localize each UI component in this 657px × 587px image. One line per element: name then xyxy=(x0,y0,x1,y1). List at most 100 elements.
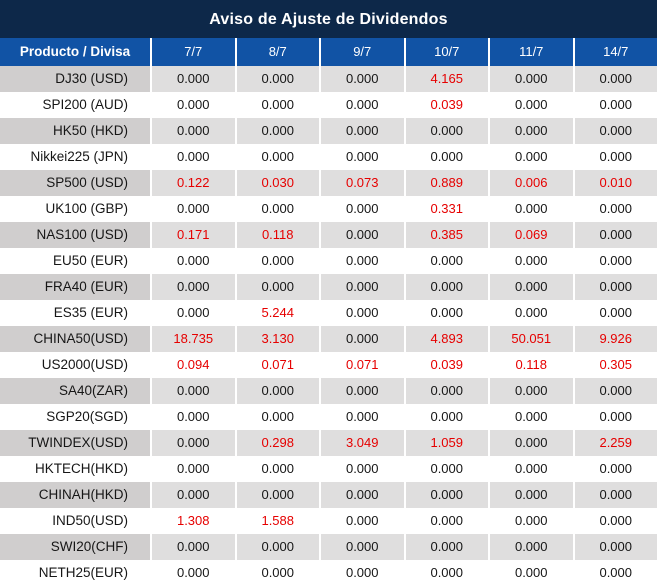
product-cell: Nikkei225 (JPN) xyxy=(30,149,128,164)
value-cell: 0.000 xyxy=(403,482,488,508)
product-cell: CHINA50(USD) xyxy=(0,326,150,352)
table-header-row: Producto / Divisa 7/7 8/7 9/7 10/7 11/7 … xyxy=(0,38,657,66)
value-cell: 0.000 xyxy=(572,456,657,482)
product-cell: US2000(USD) xyxy=(41,357,128,372)
product-cell: NAS100 (USD) xyxy=(0,222,150,248)
value-cell: 0.000 xyxy=(403,378,488,404)
value-cell: 0.006 xyxy=(488,170,573,196)
value-cell: 0.000 xyxy=(150,430,235,456)
value-cell: 0.000 xyxy=(488,300,573,326)
value-cell: 0.000 xyxy=(234,92,320,118)
value-cell: 0.000 xyxy=(572,222,657,248)
value-cell: 0.010 xyxy=(572,170,657,196)
value-cell: 0.000 xyxy=(572,560,657,586)
table-row: ES35 (EUR) 0.000 5.244 0.000 0.000 0.000 0.000 xyxy=(0,300,657,326)
product-cell: NETH25(EUR) xyxy=(38,565,128,580)
value-cell: 0.000 xyxy=(488,144,573,170)
product-cell: HKTECH(HKD) xyxy=(35,461,128,476)
table-row: NAS100 (USD) 0.171 0.118 0.000 0.385 0.069 0.0… xyxy=(0,222,657,248)
value-cell: 0.000 xyxy=(572,534,657,560)
value-cell: 0.000 xyxy=(319,378,404,404)
product-cell: ES35 (EUR) xyxy=(53,305,128,320)
value-cell: 0.385 xyxy=(403,222,488,248)
value-cell: 0.000 xyxy=(488,196,573,222)
product-cell: UK100 (GBP) xyxy=(45,201,128,216)
value-cell: 0.000 xyxy=(150,456,235,482)
value-cell: 0.000 xyxy=(488,534,573,560)
value-cell: 0.000 xyxy=(572,196,657,222)
value-cell: 0.000 xyxy=(234,66,319,92)
table-row: CHINAH(HKD) 0.000 0.000 0.000 0.000 0.000 0.00… xyxy=(0,482,657,508)
value-cell: 0.094 xyxy=(150,352,235,378)
table-row: SWI20(CHF) 0.000 0.000 0.000 0.000 0.000 0.000 xyxy=(0,534,657,560)
value-cell: 0.039 xyxy=(403,92,489,118)
value-cell: 0.000 xyxy=(572,248,657,274)
value-cell: 0.000 xyxy=(572,508,657,534)
value-cell: 4.165 xyxy=(403,66,488,92)
value-cell: 0.000 xyxy=(403,118,488,144)
value-cell: 0.000 xyxy=(403,456,489,482)
value-cell: 0.000 xyxy=(150,560,235,586)
column-header-date-2: 8/7 xyxy=(234,38,320,66)
value-cell: 0.069 xyxy=(488,222,573,248)
value-cell: 0.000 xyxy=(319,118,404,144)
table-row: CHINA50(USD) 18.735 3.130 0.000 4.893 50.051 9… xyxy=(0,326,657,352)
value-cell: 0.118 xyxy=(234,222,319,248)
value-cell: 4.893 xyxy=(403,326,488,352)
table-row: FRA40 (EUR) 0.000 0.000 0.000 0.000 0.000 0.00… xyxy=(0,274,657,300)
table-row: Nikkei225 (JPN) 0.000 0.000 0.000 0.000 0.000… xyxy=(0,144,657,170)
column-header-date-4: 10/7 xyxy=(403,38,489,66)
value-cell: 0.000 xyxy=(403,144,489,170)
column-header-date-5: 11/7 xyxy=(488,38,573,66)
value-cell: 0.000 xyxy=(488,508,573,534)
value-cell: 0.000 xyxy=(150,274,235,300)
value-cell: 0.000 xyxy=(488,274,573,300)
value-cell: 0.000 xyxy=(403,300,489,326)
table-row: NETH25(EUR) 0.000 0.000 0.000 0.000 0.000 0.00… xyxy=(0,560,657,586)
column-header-date-6: 14/7 xyxy=(572,38,657,66)
table-row: HK50 (HKD) 0.000 0.000 0.000 0.000 0.000 0.000 xyxy=(0,118,657,144)
value-cell: 0.000 xyxy=(488,430,573,456)
product-cell: SP500 (USD) xyxy=(0,170,150,196)
value-cell: 0.000 xyxy=(234,248,320,274)
value-cell: 1.308 xyxy=(150,508,235,534)
value-cell: 0.000 xyxy=(572,92,657,118)
value-cell: 1.588 xyxy=(234,508,320,534)
value-cell: 0.000 xyxy=(319,534,404,560)
value-cell: 0.000 xyxy=(572,118,657,144)
value-cell: 0.000 xyxy=(403,248,489,274)
value-cell: 1.059 xyxy=(403,430,488,456)
value-cell: 0.000 xyxy=(319,66,404,92)
value-cell: 0.000 xyxy=(488,248,573,274)
product-cell: SWI20(CHF) xyxy=(0,534,150,560)
value-cell: 0.000 xyxy=(150,92,235,118)
product-cell: SGP20(SGD) xyxy=(46,409,128,424)
product-cell: EU50 (EUR) xyxy=(52,253,128,268)
value-cell: 0.000 xyxy=(150,144,235,170)
table-row: SP500 (USD) 0.122 0.030 0.073 0.889 0.006 0.01… xyxy=(0,170,657,196)
column-header-product: Producto / Divisa xyxy=(19,44,131,59)
value-cell: 0.000 xyxy=(150,248,235,274)
value-cell: 0.000 xyxy=(488,118,573,144)
value-cell: 0.000 xyxy=(234,378,319,404)
value-cell: 0.000 xyxy=(403,560,489,586)
table-row: UK100 (GBP) 0.000 0.000 0.000 0.331 0.000 0.00… xyxy=(0,196,657,222)
value-cell: 0.000 xyxy=(488,560,573,586)
value-cell: 0.122 xyxy=(150,170,235,196)
value-cell: 0.000 xyxy=(572,66,657,92)
value-cell: 0.000 xyxy=(488,482,573,508)
product-cell: DJ30 (USD) xyxy=(0,66,150,92)
value-cell: 0.000 xyxy=(319,222,404,248)
value-cell: 0.000 xyxy=(234,404,320,430)
value-cell: 0.298 xyxy=(234,430,319,456)
value-cell: 0.000 xyxy=(319,404,404,430)
value-cell: 0.889 xyxy=(403,170,488,196)
value-cell: 0.071 xyxy=(319,352,404,378)
value-cell: 9.926 xyxy=(572,326,657,352)
value-cell: 50.051 xyxy=(488,326,573,352)
value-cell: 18.735 xyxy=(150,326,235,352)
value-cell: 0.000 xyxy=(572,144,657,170)
value-cell: 0.000 xyxy=(319,326,404,352)
value-cell: 5.244 xyxy=(234,300,320,326)
